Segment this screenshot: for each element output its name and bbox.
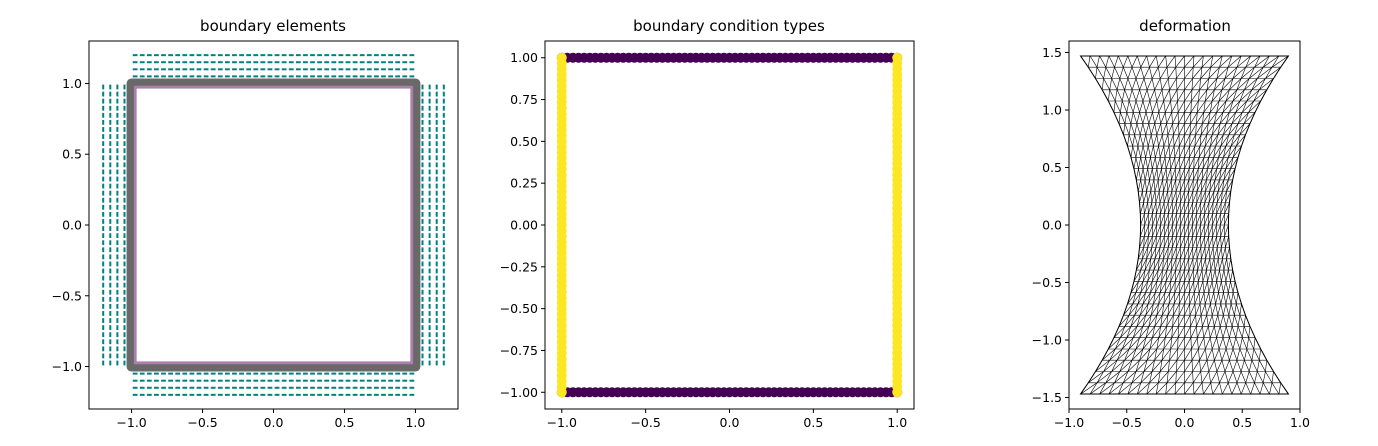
axes-frame [88,40,459,410]
panel-title: boundary elements [200,17,346,35]
boundary-inner-outline [133,85,414,365]
axes-frame [1068,40,1301,410]
y-tick-label: −0.75 [500,343,538,358]
plot-area: −1.0 −0.5 0.0 0.5 1.0 −1.0 −0.5 0.0 0.5 1.0 [52,40,459,430]
y-tick-label: 0.50 [510,134,538,149]
x-tick-label: 0.0 [264,415,284,430]
x-tick-label: 1.0 [1290,415,1310,430]
panel-title: deformation [1139,17,1231,35]
axes-frame [544,40,915,410]
boundary-outline [126,78,421,372]
axes: −1.0 −0.5 0.0 0.5 1.0 −1.5 −1.0 −0.5 0.0 0.5 1.0 1.… [1032,45,1310,430]
axes: −1.0 −0.5 0.0 0.5 1.0 −1.00 −0.75 −0.50 −0.25 0.0… [500,50,908,430]
x-tick-label: 1.0 [887,415,907,430]
x-tick-label: −1.0 [116,415,146,430]
y-tick-label: 1.00 [510,50,538,65]
y-tick-label: 1.0 [62,76,82,91]
y-tick-label: −0.50 [500,301,538,316]
y-tick-label: −0.5 [52,288,82,303]
y-tick-label: 0.5 [1042,160,1062,175]
boundary-elements-panel: boundary elements −1.0 −0.5 0.0 0.5 1.0−1.0−… [52,17,459,430]
x-tick-label: 0.5 [1232,415,1252,430]
y-tick-label: 0.0 [62,218,82,233]
x-tick-label: −1.0 [1054,415,1084,430]
y-tick-label: −1.5 [1032,390,1062,405]
x-tick-label: 0.5 [335,415,355,430]
y-tick-label: −0.25 [500,259,538,274]
x-tick-label: −0.5 [630,415,660,430]
plot-area: −1.0 −0.5 0.0 0.5 1.0 −1.5 −1.0 −0.5 0.0 0.5 1.0 1.… [1032,40,1310,430]
deformed-mesh [1080,55,1289,395]
y-tick-label: −1.0 [1032,333,1062,348]
bc-series-left [556,52,567,398]
y-tick-label: 0.75 [510,92,538,107]
normal-ticks [102,54,445,396]
y-tick-label: 0.00 [510,218,538,233]
y-tick-label: −1.0 [52,359,82,374]
y-tick-label: 0.5 [62,147,82,162]
x-tick-label: 0.0 [1175,415,1195,430]
y-tick-label: 1.0 [1042,103,1062,118]
x-tick-label: −0.5 [1112,415,1142,430]
y-tick-label: 0.25 [510,176,538,191]
y-tick-label: 0.0 [1042,218,1062,233]
axes: −1.0 −0.5 0.0 0.5 1.0 −1.0 −0.5 0.0 0.5 1.0 [52,76,426,430]
plot-area: −1.0 −0.5 0.0 0.5 1.0 −1.00 −0.75 −0.50 −0.25 0.0… [500,40,915,430]
panel-title: boundary condition types [633,17,825,35]
bc-series-right [892,52,903,398]
x-tick-label: 0.5 [803,415,823,430]
y-tick-label: −0.5 [1032,275,1062,290]
boundary-condition-types-panel: boundary condition types −1.0 −0.5 0.0 0.5 1… [500,17,915,430]
mesh-outline [1079,55,1290,395]
bc-series-bottom [556,387,903,398]
bc-point [556,52,567,63]
x-tick-label: −1.0 [547,415,577,430]
y-tick-label: 1.5 [1042,45,1062,60]
x-tick-label: −0.5 [187,415,217,430]
bc-point [892,52,903,63]
deformation-panel: deformation −1.0 −0.5 0.0 0.5 1.0 −1.5 −1.0 −0.… [1032,17,1310,430]
x-tick-label: 0.0 [720,415,740,430]
bc-series-top [556,52,903,63]
x-tick-label: 1.0 [405,415,425,430]
y-tick-label: −1.00 [500,385,538,400]
